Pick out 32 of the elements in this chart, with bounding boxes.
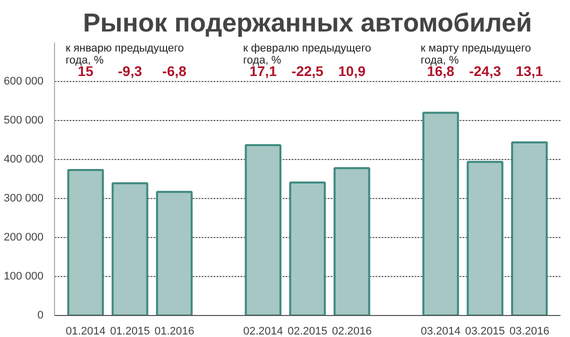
annotation: -6,8 [162,63,187,80]
x-tick-label: 03.2014 [420,326,461,337]
y-tick-label: 100 000 [4,270,44,282]
x-tick-label: 02.2016 [332,326,372,337]
annotation: 10,9 [338,63,366,80]
annotation: -24,3 [469,63,502,80]
bar [334,167,370,316]
bar [67,169,104,316]
y-tick-label: 200 000 [4,232,44,244]
x-tick-label: 02.2015 [288,326,328,337]
bar [112,182,148,316]
x-tick-label: 01.2016 [154,326,194,337]
y-tick-label: 500 000 [4,114,44,126]
annotation: -9,3 [118,63,142,80]
x-tick-label: 01.2015 [110,326,150,337]
x-tick-label: 02.2014 [243,326,283,337]
x-tick-label: 03.2016 [510,326,550,337]
annotation: 13,1 [516,63,544,80]
bar [466,160,504,316]
y-tick-label: 400 000 [4,154,44,166]
bar [244,144,282,316]
annotation: -22,5 [292,63,324,80]
x-tick-label: 01.2014 [66,326,106,337]
bar [422,112,459,316]
bar [289,182,326,316]
y-tick-label: 300 000 [4,192,44,204]
x-tick-label: 03.2015 [465,326,505,337]
bar [156,190,193,316]
bar [511,141,548,316]
y-tick-label: 0 [37,310,44,322]
y-tick-label: 600 000 [4,76,44,88]
chart-title: Рынок подержанных автомобилей [82,8,532,38]
